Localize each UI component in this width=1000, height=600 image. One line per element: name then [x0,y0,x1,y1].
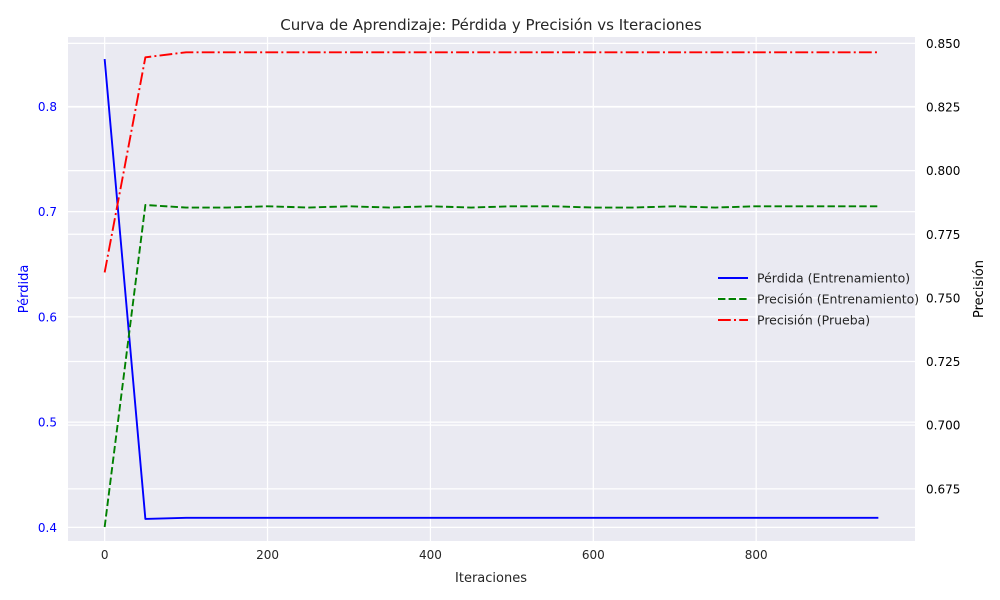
data-point-accuracy-test [429,51,431,53]
data-point-loss-train [348,517,350,519]
data-point-accuracy-train [837,205,839,207]
tick-labels: 0 200 400 600 800 0.4 0.5 0.6 0.7 0.8 0.675 0.700 0.… [38,37,960,562]
data-point-accuracy-test [104,271,106,273]
data-point-loss-train [185,517,187,519]
series-line-accuracy-test [103,51,879,273]
data-point-loss-train [674,517,676,519]
y-right-tick-label: 0.850 [926,37,960,51]
x-tick-label: 600 [582,548,605,562]
legend: Pérdida (Entrenamiento) Precisión (Entre… [718,271,919,328]
data-point-loss-train [877,517,879,519]
y-left-axis-title: Pérdida [17,265,32,314]
data-point-accuracy-train [104,526,106,528]
plot-area-background [68,37,915,541]
x-axis-title: Iteraciones [455,571,527,586]
data-point-loss-train [307,517,309,519]
y-right-tick-label: 0.825 [926,101,960,115]
chart-title: Curva de Aprendizaje: Pérdida y Precisió… [280,16,702,34]
data-point-accuracy-test [633,51,635,53]
y-left-tick-label: 0.6 [38,310,57,324]
data-point-loss-train [429,517,431,519]
data-point-accuracy-train [592,207,594,209]
data-point-accuracy-test [267,51,269,53]
data-point-accuracy-train [389,207,391,209]
data-point-accuracy-train [511,205,513,207]
data-point-accuracy-test [307,51,309,53]
y-left-tick-label: 0.5 [38,416,57,430]
legend-label-accuracy-train: Precisión (Entrenamiento) [757,292,919,307]
series-line-loss-train [103,59,879,520]
data-point-loss-train [389,517,391,519]
data-point-accuracy-train [185,207,187,209]
data-point-loss-train [104,58,106,60]
data-point-accuracy-test [755,51,757,53]
data-point-accuracy-train [470,207,472,209]
legend-label-accuracy-test: Precisión (Prueba) [757,313,870,328]
data-point-loss-train [592,517,594,519]
data-point-loss-train [511,517,513,519]
y-right-tick-label: 0.700 [926,419,960,433]
x-tick-label: 0 [101,548,109,562]
y-right-tick-label: 0.775 [926,228,960,242]
data-point-loss-train [226,517,228,519]
series-lines [103,51,879,528]
data-point-accuracy-test [837,51,839,53]
y-right-axis-title: Precisión [972,260,987,318]
data-point-accuracy-test [796,51,798,53]
data-point-accuracy-test [592,51,594,53]
data-point-accuracy-train [267,205,269,207]
data-point-accuracy-train [674,205,676,207]
data-point-accuracy-test [674,51,676,53]
data-point-loss-train [714,517,716,519]
x-tick-label: 800 [745,548,768,562]
data-point-loss-train [755,517,757,519]
data-point-accuracy-train [348,205,350,207]
data-point-accuracy-test [714,51,716,53]
legend-item-loss-train: Pérdida (Entrenamiento) [718,271,910,286]
grid-lines [68,37,915,541]
data-point-accuracy-test [348,51,350,53]
y-left-tick-label: 0.8 [38,100,57,114]
y-left-tick-label: 0.4 [38,521,57,535]
data-point-loss-train [837,517,839,519]
data-point-loss-train [144,518,146,520]
data-point-accuracy-train [755,205,757,207]
data-point-accuracy-test [226,51,228,53]
legend-item-accuracy-test: Precisión (Prueba) [718,313,870,328]
data-point-loss-train [470,517,472,519]
series-line-accuracy-train [103,204,879,528]
data-point-accuracy-train [633,207,635,209]
x-tick-label: 400 [419,548,442,562]
y-right-tick-label: 0.800 [926,164,960,178]
data-point-accuracy-test [552,51,554,53]
data-point-accuracy-train [429,205,431,207]
y-right-tick-label: 0.750 [926,291,960,305]
y-right-tick-label: 0.675 [926,482,960,496]
y-left-tick-label: 0.7 [38,205,57,219]
data-point-accuracy-test [511,51,513,53]
data-point-accuracy-test [470,51,472,53]
x-tick-label: 200 [256,548,279,562]
data-point-accuracy-train [714,207,716,209]
legend-label-loss-train: Pérdida (Entrenamiento) [757,271,910,286]
data-point-accuracy-test [389,51,391,53]
data-point-loss-train [796,517,798,519]
data-point-accuracy-train [144,204,146,206]
data-point-accuracy-test [877,51,879,53]
data-point-loss-train [552,517,554,519]
y-right-tick-label: 0.725 [926,355,960,369]
data-point-accuracy-test [144,56,146,58]
legend-item-accuracy-train: Precisión (Entrenamiento) [718,292,919,307]
data-point-accuracy-train [552,205,554,207]
data-point-accuracy-train [877,205,879,207]
data-point-accuracy-train [307,207,309,209]
data-point-loss-train [633,517,635,519]
data-point-loss-train [267,517,269,519]
data-point-accuracy-test [185,51,187,53]
data-point-accuracy-train [796,205,798,207]
data-point-accuracy-train [226,207,228,209]
